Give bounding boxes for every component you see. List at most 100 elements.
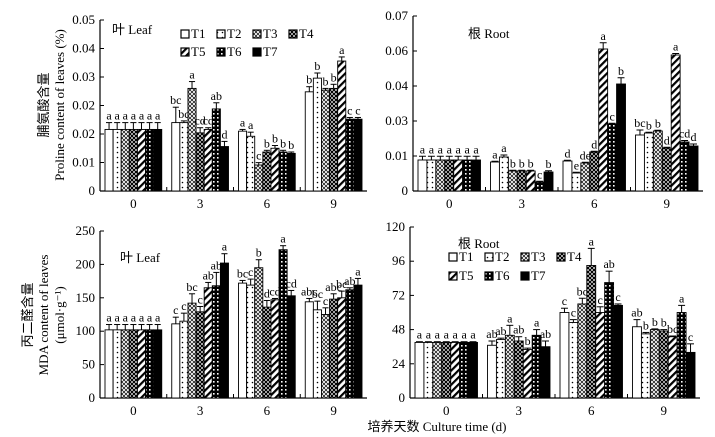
bar-t3-day0 (120, 128, 130, 192)
significance-letter: b (288, 138, 294, 152)
bar-t6-day0 (462, 159, 473, 192)
significance-letter: b (280, 136, 286, 150)
bar-t4-day0 (128, 128, 138, 192)
bar-t4-day6 (586, 265, 597, 399)
bar-t2-day6 (246, 284, 256, 399)
bar-t7-day3 (219, 262, 229, 399)
bar-t5-day0 (136, 329, 146, 399)
bar-t6-day0 (145, 329, 155, 399)
bar-t4-day0 (441, 341, 452, 399)
bar-t4-day0 (128, 329, 138, 399)
significance-letter: a (139, 311, 145, 325)
significance-letter: a (507, 311, 513, 325)
legend-item-t3: T3 (252, 26, 277, 41)
significance-letter: a (456, 142, 462, 156)
bar-t2-day0 (112, 128, 122, 192)
bar-t7-day6 (286, 295, 296, 399)
legend-label: T7 (531, 268, 546, 283)
bar-t5-day0 (453, 159, 464, 192)
significance-letter: b (646, 118, 652, 132)
legend-label: T2 (495, 249, 509, 264)
bar-t5-day3 (525, 170, 536, 192)
bar-t4-day9 (661, 147, 672, 192)
significance-letter: ab (513, 323, 524, 337)
significance-letter: d (591, 137, 597, 151)
legend-label: T2 (227, 26, 241, 41)
legend-swatch (520, 252, 530, 262)
significance-letter: a (114, 311, 120, 325)
legend-item-t6: T6 (484, 268, 510, 283)
bar-t6-day3 (534, 181, 545, 192)
x-tick-label: 3 (519, 196, 526, 211)
significance-letter: bc (634, 116, 645, 130)
ylabel-en-proline: Proline content of leaves (%) (52, 29, 67, 181)
significance-letter: c (562, 294, 567, 308)
bar-t4-day6 (589, 151, 600, 192)
y-tick-label: 0.03 (385, 113, 408, 128)
bar-t1-day3 (490, 161, 500, 192)
significance-letter: d (691, 130, 697, 144)
legend-swatch (484, 252, 494, 262)
bar-t5-day6 (595, 312, 606, 399)
bar-t2-day3 (495, 339, 506, 399)
x-tick-label: 0 (443, 403, 450, 418)
bar-t1-day6 (238, 130, 248, 192)
significance-letter: b (661, 316, 667, 330)
x-axis-title: 培养天数 Culture time (d) (367, 419, 506, 434)
significance-letter: a (420, 142, 426, 156)
significance-letter: b (519, 156, 525, 170)
significance-letter: b (643, 318, 649, 332)
significance-letter: a (673, 40, 679, 54)
significance-letter: abc (325, 280, 342, 294)
panel-label: 根 Root (458, 236, 500, 251)
bar-t5-day6 (270, 299, 280, 399)
x-tick-label: 6 (264, 403, 271, 418)
bar-t6-day3 (211, 285, 221, 399)
y-tick-label: 0.01 (385, 148, 408, 163)
bar-t7-day9 (353, 284, 363, 399)
legend-swatch (180, 47, 190, 57)
significance-letter: a (492, 147, 498, 161)
significance-letter: b (546, 157, 552, 171)
y-tick-label: 0 (89, 183, 96, 198)
bar-t6-day6 (604, 282, 615, 399)
significance-letter: a (114, 109, 120, 123)
legend-label: T5 (191, 44, 205, 59)
significance-letter: c (173, 303, 178, 317)
bar-t2-day9 (643, 132, 654, 192)
x-tick-label: 9 (330, 403, 337, 418)
significance-letter: a (601, 29, 607, 43)
significance-letter: a (123, 109, 129, 123)
significance-letter: bc (667, 322, 678, 336)
bar-t5-day6 (270, 147, 280, 192)
bar-t6-day9 (345, 118, 355, 192)
legend-swatch (252, 47, 262, 57)
significance-letter: b (528, 156, 534, 170)
bar-t6-day9 (679, 141, 690, 192)
significance-letter: cd (679, 127, 690, 141)
bar-t1-day9 (635, 134, 645, 192)
x-tick-label: 6 (264, 196, 271, 211)
bar-t1-day3 (487, 344, 497, 399)
bar-t3-day6 (580, 162, 591, 192)
bar-t5-day3 (203, 287, 213, 399)
bar-t7-day0 (468, 341, 478, 399)
significance-letter: abc (301, 284, 318, 298)
bar-t6-day9 (676, 312, 687, 399)
significance-letter: bc (336, 277, 347, 291)
bar-t6-day6 (278, 249, 288, 399)
bar-t1-day0 (104, 128, 114, 192)
legend-label: T1 (191, 26, 205, 41)
y-tick-label: 0.03 (72, 69, 95, 84)
significance-letter: c (609, 109, 614, 123)
legend-swatch (520, 271, 530, 281)
bar-t1-day0 (104, 329, 114, 399)
bar-t6-day0 (145, 128, 155, 192)
bar-t6-day3 (211, 108, 221, 192)
legend-label: T3 (263, 26, 277, 41)
significance-letter: bc (170, 93, 181, 107)
significance-letter: a (447, 142, 453, 156)
bar-t3-day6 (577, 303, 588, 399)
legend-swatch (216, 47, 226, 57)
significance-letter: a (147, 311, 153, 325)
